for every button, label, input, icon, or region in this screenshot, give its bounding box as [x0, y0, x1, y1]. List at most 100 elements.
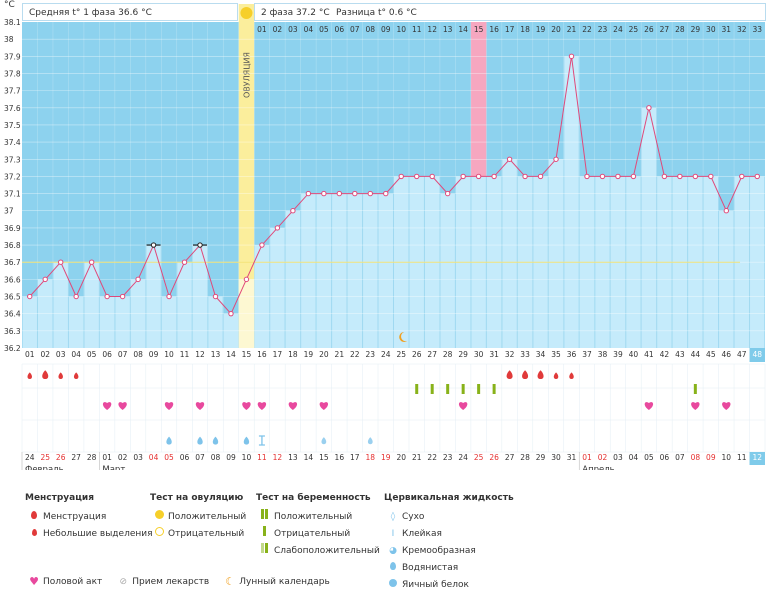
- cycle-day-label: 41: [644, 350, 654, 359]
- watery-icon: [243, 436, 250, 445]
- heart-icon: [458, 402, 468, 410]
- temperature-point: [197, 242, 203, 248]
- date-label: 25: [474, 453, 484, 462]
- cycle-day-label: 20: [319, 350, 329, 359]
- temperature-point: [522, 173, 528, 180]
- cycle-day-label: 30: [474, 350, 484, 359]
- y-axis-unit: °C: [4, 0, 15, 10]
- temp-column: [548, 159, 564, 348]
- positive-pregnancy-icon: [265, 509, 268, 519]
- legend-cervical-watery: Водянистая: [402, 562, 459, 573]
- menstruation-drop-icon: [506, 370, 513, 379]
- temperature-point: [181, 259, 188, 265]
- temp-column: [363, 193, 378, 348]
- spotting-drop-icon: [27, 372, 32, 379]
- phase2-day-label: 31: [722, 25, 732, 34]
- cycle-day-label: 39: [613, 350, 623, 359]
- phase1-average: Средняя t° 1 фаза 36.6 °C: [22, 3, 238, 21]
- temp-column: [68, 296, 84, 348]
- cycle-day-label: 09: [149, 350, 159, 359]
- cycle-day-label: 22: [350, 350, 360, 359]
- phase2-day-label: 13: [443, 25, 453, 34]
- cycle-day-label: 15: [242, 350, 252, 359]
- date-label: 03: [133, 453, 143, 462]
- spotting-drop-icon: [73, 372, 79, 379]
- temperature-point: [336, 190, 343, 197]
- temp-column: [378, 193, 393, 348]
- date-label: 31: [567, 453, 577, 462]
- cycle-day-label: 48: [752, 350, 762, 359]
- date-label: 02: [598, 453, 608, 462]
- phase2-day-label: 30: [706, 25, 716, 34]
- phase2-day-label: 26: [644, 25, 654, 34]
- date-label: 15: [319, 453, 329, 462]
- phase2-day-label: 12: [427, 25, 437, 34]
- weak-pregnancy-icon: [265, 543, 268, 553]
- cycle-day-label: 42: [660, 350, 670, 359]
- cycle-day-label: 17: [273, 350, 283, 359]
- phase2-day-label: 18: [520, 25, 530, 34]
- temperature-point: [414, 173, 420, 180]
- cycle-day-label: 21: [335, 350, 345, 359]
- date-label: 23: [443, 453, 453, 462]
- y-tick-label: 36.5: [4, 293, 21, 302]
- temperature-point: [135, 276, 141, 283]
- legend-intercourse: Половой акт: [43, 576, 103, 587]
- cycle-day-label: 31: [489, 350, 499, 359]
- cycle-day-label: 35: [551, 350, 561, 359]
- cycle-day-label: 03: [56, 350, 66, 359]
- temperature-point: [475, 173, 482, 180]
- month-label: Март: [102, 465, 125, 470]
- y-tick-label: 37: [4, 207, 14, 216]
- cycle-day-label: 34: [536, 350, 546, 359]
- legend-cervical-title: Цервикальная жидкость: [384, 493, 514, 503]
- y-tick-label: 36.9: [4, 224, 21, 233]
- temperature-point: [677, 173, 683, 180]
- heart-icon: [288, 402, 298, 410]
- highlight-column: [470, 22, 487, 177]
- heart-icon: [102, 402, 112, 410]
- phase2-day-label: 14: [458, 25, 468, 34]
- phase2-day-label: 33: [752, 25, 762, 34]
- temperature-point: [646, 105, 652, 111]
- date-label: 04: [149, 453, 159, 462]
- legend-bottom: ♥ Половой акт ⊘ Прием лекарств ☾ Лунный кал…: [25, 573, 330, 590]
- month-label: Апрель: [582, 465, 614, 470]
- cycle-day-label: 06: [102, 350, 112, 359]
- date-label: 28: [520, 453, 530, 462]
- sticky-icon: [258, 435, 265, 446]
- ovulation-label: ОВУЛЯЦИЯ: [242, 52, 251, 98]
- phase2-day-label: 32: [737, 25, 747, 34]
- pregnancy-test-icon: [415, 384, 419, 394]
- cycle-day-label: 23: [366, 350, 376, 359]
- cycle-day-label: 25: [396, 350, 406, 359]
- y-tick-label: 37.8: [4, 69, 21, 78]
- creamy-icon: ◕: [389, 545, 397, 556]
- temp-column: [564, 56, 579, 348]
- legend-cervical-dry: Сухо: [402, 511, 425, 522]
- phase2-day-label: 15: [474, 25, 484, 34]
- phase2-day-label: 08: [366, 25, 376, 34]
- legend-cervical-sticky: Клейкая: [402, 528, 442, 539]
- watery-icon: [212, 436, 219, 445]
- date-label: 11: [257, 453, 267, 462]
- temp-column: [301, 193, 316, 348]
- legend-ovulation-positive: Положительный: [168, 511, 247, 522]
- temperature-point: [506, 156, 513, 162]
- temp-column: [332, 193, 347, 348]
- date-label: 01: [582, 453, 592, 462]
- bbt-chart: ОВУЛЯЦИЯ 36.2 36.3 36.4 36.5 36.6 36.7 36.8 36.9…: [4, 4, 766, 470]
- date-label: 18: [366, 453, 376, 462]
- last-day-cell: [749, 348, 765, 362]
- ovulation-sun-icon: [240, 7, 253, 19]
- heart-icon: [691, 402, 700, 410]
- temperature-point: [57, 259, 64, 265]
- temperature-point: [398, 173, 404, 180]
- date-label: 19: [381, 453, 391, 462]
- date-label: 05: [164, 453, 174, 462]
- phase2-day-label: 23: [598, 25, 608, 34]
- last-date-cell: [749, 452, 765, 465]
- watery-icon: [390, 561, 396, 570]
- legend-pregnancy-weak: Слабоположительный: [274, 545, 380, 556]
- date-label: 26: [489, 453, 499, 462]
